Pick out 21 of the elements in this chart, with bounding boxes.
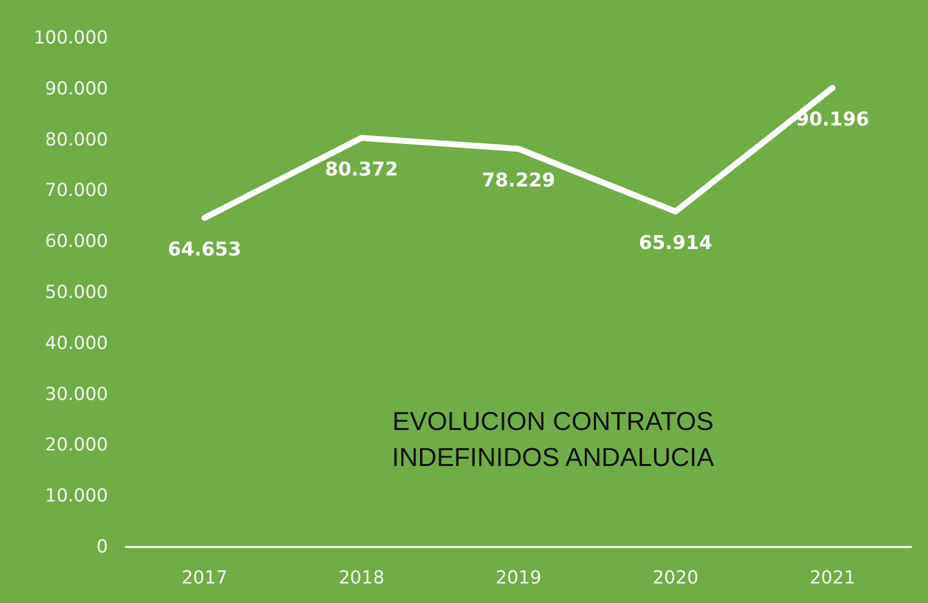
y-tick-label: 0 xyxy=(96,536,108,558)
x-tick-label: 2020 xyxy=(652,568,698,588)
y-tick-label: 60.000 xyxy=(45,231,108,252)
y-tick-label: 80.000 xyxy=(45,129,108,150)
text: EVOLUCION CONTRATOS INDEFINIDOS ANDALUCIA xyxy=(392,406,715,472)
x-tick-label: 2021 xyxy=(810,568,856,588)
y-tick-label: 30.000 xyxy=(45,384,108,405)
y-tick-label: 70.000 xyxy=(45,180,108,202)
y-tick-label: 50.000 xyxy=(45,282,108,303)
data-label: 78.229 xyxy=(482,169,556,192)
y-tick-label: 90.000 xyxy=(45,78,108,100)
data-label: 65.914 xyxy=(638,232,712,254)
data-label: 80.372 xyxy=(324,158,398,180)
y-tick-label: 40.000 xyxy=(45,332,108,354)
x-tick-label: 2019 xyxy=(496,568,542,588)
x-tick-label: 2018 xyxy=(338,568,384,588)
y-tick-label: 20.000 xyxy=(45,434,108,456)
x-tick-label: 2017 xyxy=(182,568,228,588)
y-tick-label: 100.000 xyxy=(34,28,108,48)
y-tick-label: 10.000 xyxy=(45,486,108,507)
data-label: 64.653 xyxy=(168,238,242,260)
